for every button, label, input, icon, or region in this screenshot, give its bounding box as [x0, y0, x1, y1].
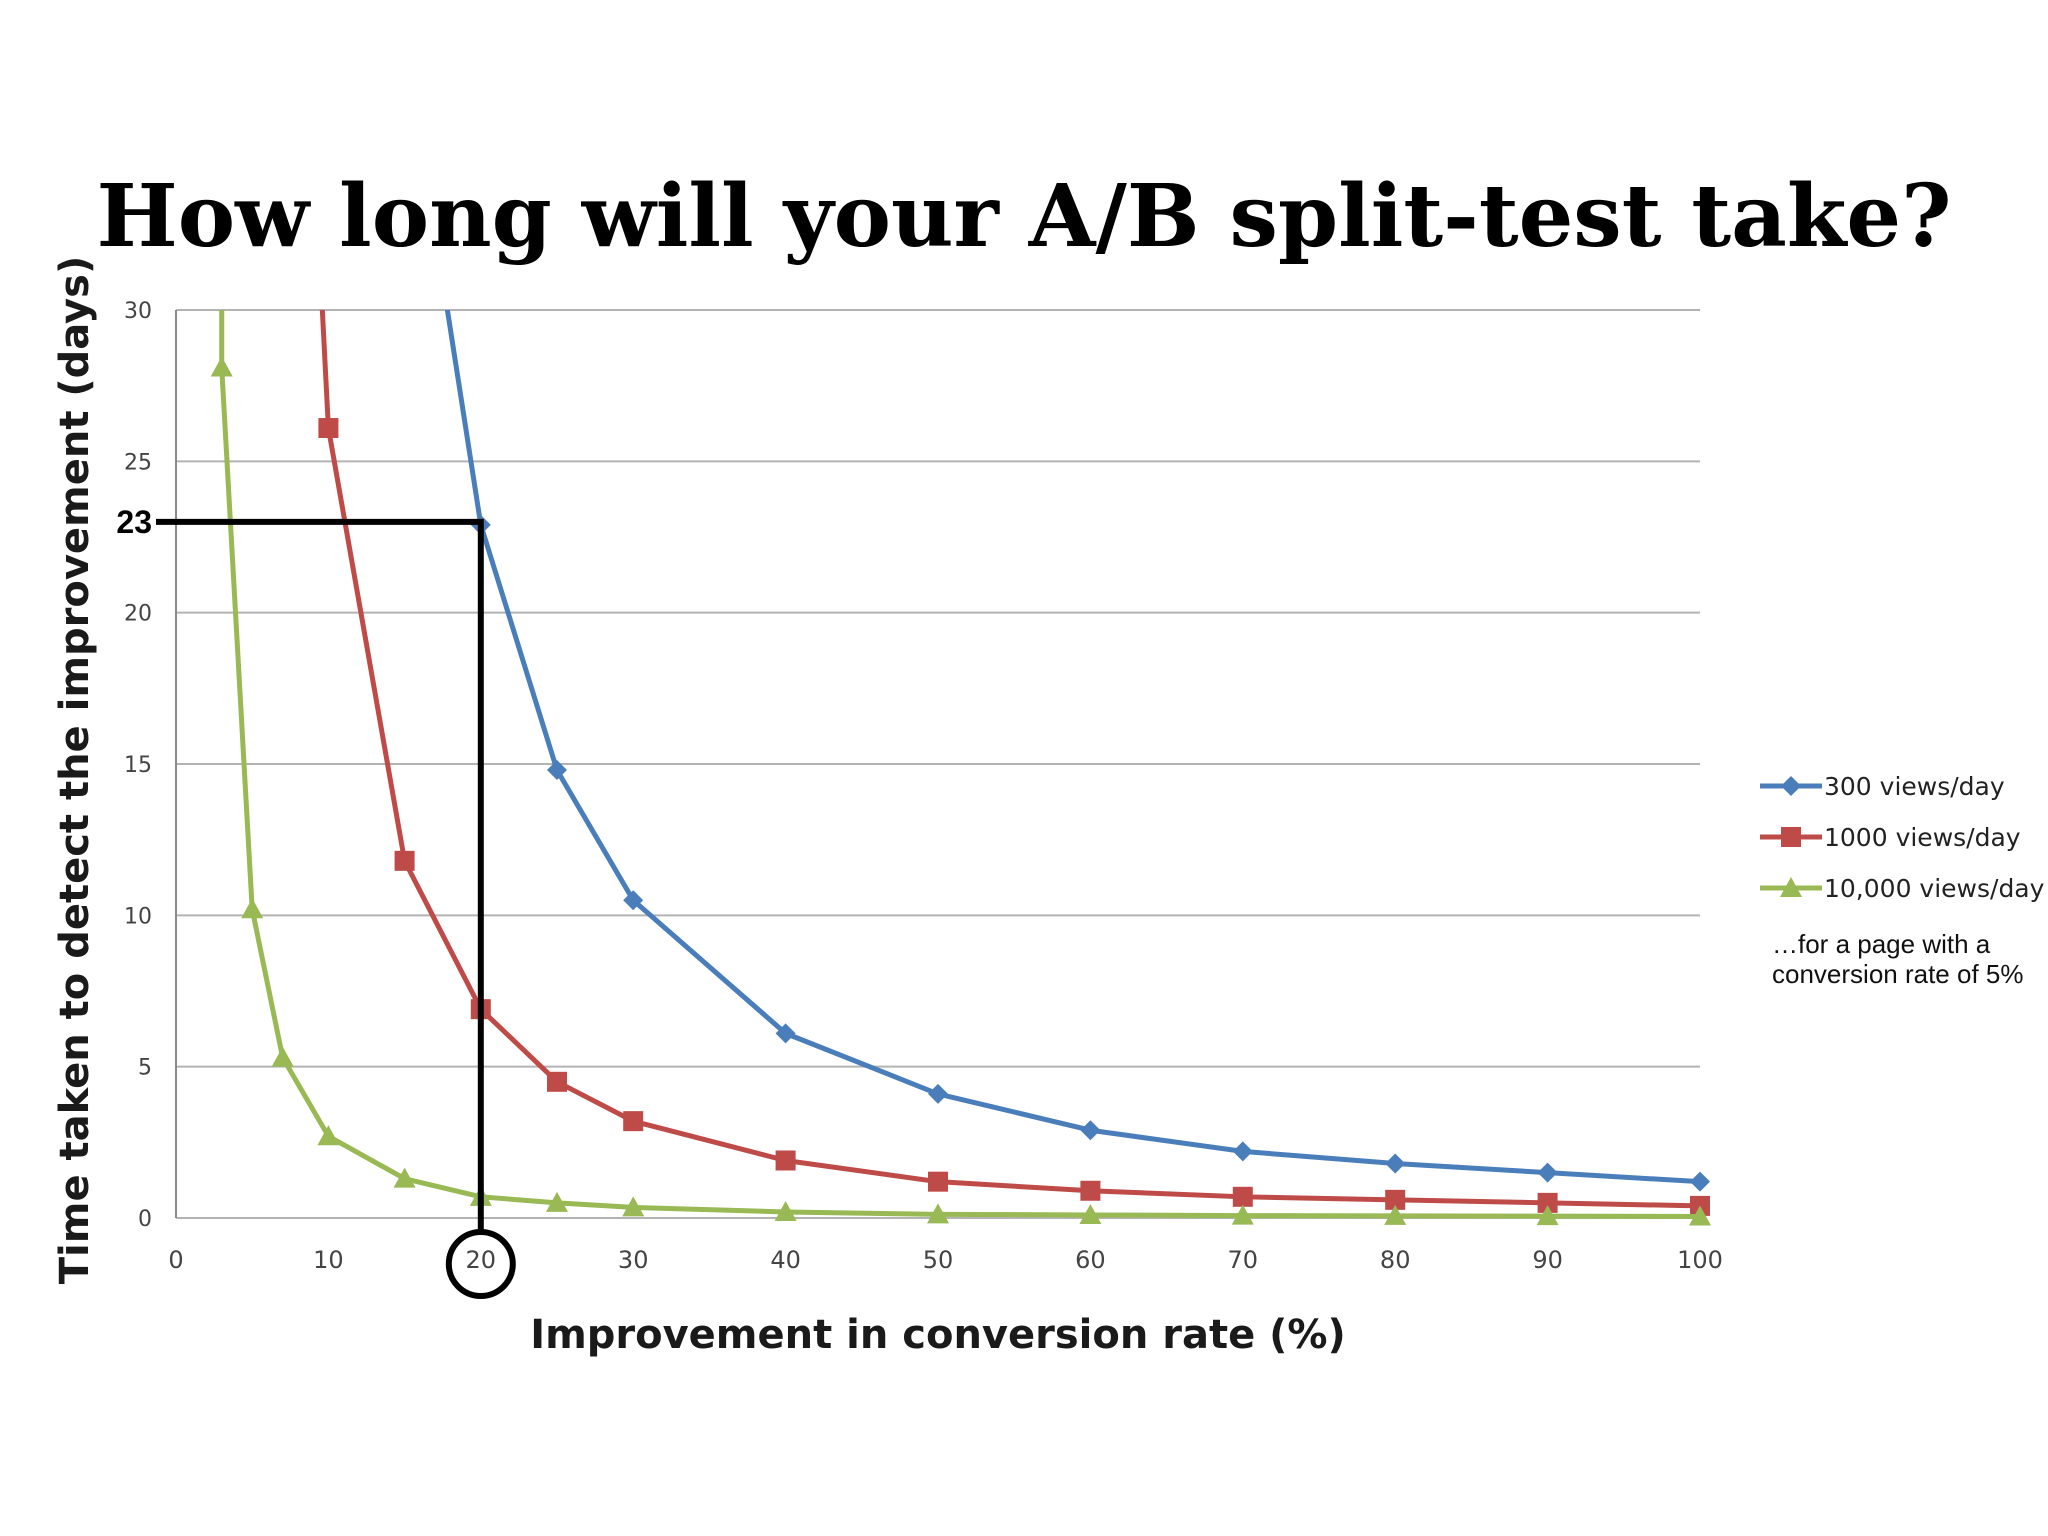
footnote: …for a page with a conversion rate of 5%	[1772, 929, 2023, 989]
square-marker	[318, 418, 339, 439]
annotation-line	[156, 518, 484, 1232]
x-tick-label: 90	[1532, 1246, 1563, 1274]
diamond-marker	[928, 1083, 948, 1104]
diamond-marker	[1080, 1120, 1101, 1141]
legend: 300 views/day 1000 views/day 10,000 views/…	[1760, 772, 2045, 903]
annotation-y-label: 23	[116, 504, 152, 540]
square-marker	[928, 1171, 948, 1192]
y-tick-label: 5	[138, 1056, 152, 1081]
footnote-line-1: …for a page with a	[1772, 929, 1991, 959]
triangle-marker	[927, 1203, 949, 1224]
y-tick-label: 20	[124, 602, 152, 627]
y-tick-label: 10	[124, 904, 152, 929]
x-tick-label: 100	[1677, 1246, 1723, 1274]
y-tick-label: 25	[124, 450, 152, 475]
y-tick-label: 30	[124, 299, 152, 324]
square-marker	[1232, 1186, 1253, 1207]
x-axis-label: Improvement in conversion rate (%)	[530, 1312, 1346, 1358]
legend-item: 10,000 views/day	[1760, 874, 2045, 903]
square-marker	[1385, 1189, 1406, 1210]
series-group	[210, 310, 1711, 1226]
annotation-group: 23	[116, 504, 516, 1299]
y-axis-label: Time taken to detect the improvement (da…	[52, 256, 98, 1284]
y-tick-labels: 0 5 10 15 20 25 30	[124, 299, 152, 1232]
y-tick-label: 15	[124, 753, 152, 778]
triangle-marker	[241, 898, 264, 919]
diamond-marker	[1781, 776, 1801, 796]
diamond-marker	[1232, 1141, 1253, 1162]
x-tick-label: 50	[923, 1246, 954, 1274]
annotation-circle	[445, 1229, 516, 1299]
diamond-marker	[775, 1023, 796, 1044]
x-tick-label: 70	[1228, 1246, 1259, 1274]
diamond-marker	[1690, 1171, 1710, 1192]
triangle-marker	[1231, 1204, 1254, 1225]
x-tick-labels: 0 10 20 30 40 50 60 70 80 90 100	[168, 1246, 1723, 1274]
series-1	[444, 310, 1710, 1192]
gridlines	[175, 309, 1700, 1219]
triangle-marker	[546, 1191, 568, 1212]
legend-label: 1000 views/day	[1824, 823, 2021, 852]
square-marker	[1537, 1192, 1558, 1213]
legend-item: 300 views/day	[1760, 772, 2005, 801]
square-marker	[1781, 827, 1801, 847]
triangle-marker	[317, 1125, 340, 1146]
triangle-marker	[1689, 1205, 1711, 1226]
triangle-marker	[393, 1167, 416, 1188]
legend-item: 1000 views/day	[1760, 823, 2021, 852]
x-tick-label: 20	[466, 1246, 497, 1274]
diamond-marker	[1537, 1162, 1558, 1183]
series-2	[318, 310, 1710, 1216]
triangle-marker	[1780, 877, 1802, 897]
triangle-marker	[1536, 1205, 1559, 1226]
triangle-marker	[622, 1196, 645, 1217]
x-tick-label: 60	[1075, 1246, 1106, 1274]
series-line	[444, 310, 1701, 1185]
triangle-marker	[774, 1200, 797, 1221]
chart-title: How long will your A/B split-test take?	[96, 166, 1951, 267]
y-tick-label: 0	[138, 1207, 152, 1232]
x-tick-label: 40	[770, 1246, 801, 1274]
legend-label: 300 views/day	[1824, 772, 2005, 801]
square-marker	[775, 1150, 796, 1171]
triangle-marker	[1384, 1204, 1407, 1225]
x-tick-label: 80	[1380, 1246, 1411, 1274]
series-line	[219, 310, 1701, 1219]
x-tick-label: 30	[618, 1246, 649, 1274]
diamond-marker	[1385, 1153, 1406, 1174]
square-marker	[623, 1111, 644, 1132]
square-marker	[394, 850, 415, 871]
triangle-marker	[1079, 1203, 1102, 1224]
square-marker	[547, 1071, 567, 1092]
footnote-line-2: conversion rate of 5%	[1772, 959, 2023, 989]
x-tick-label: 10	[313, 1246, 344, 1274]
series-3	[210, 310, 1711, 1226]
square-marker	[1080, 1180, 1101, 1201]
diamond-marker	[623, 890, 644, 911]
x-tick-label: 0	[168, 1246, 183, 1274]
triangle-marker	[210, 356, 233, 377]
legend-label: 10,000 views/day	[1824, 874, 2045, 903]
triangle-marker	[271, 1046, 294, 1067]
diamond-marker	[547, 760, 567, 781]
